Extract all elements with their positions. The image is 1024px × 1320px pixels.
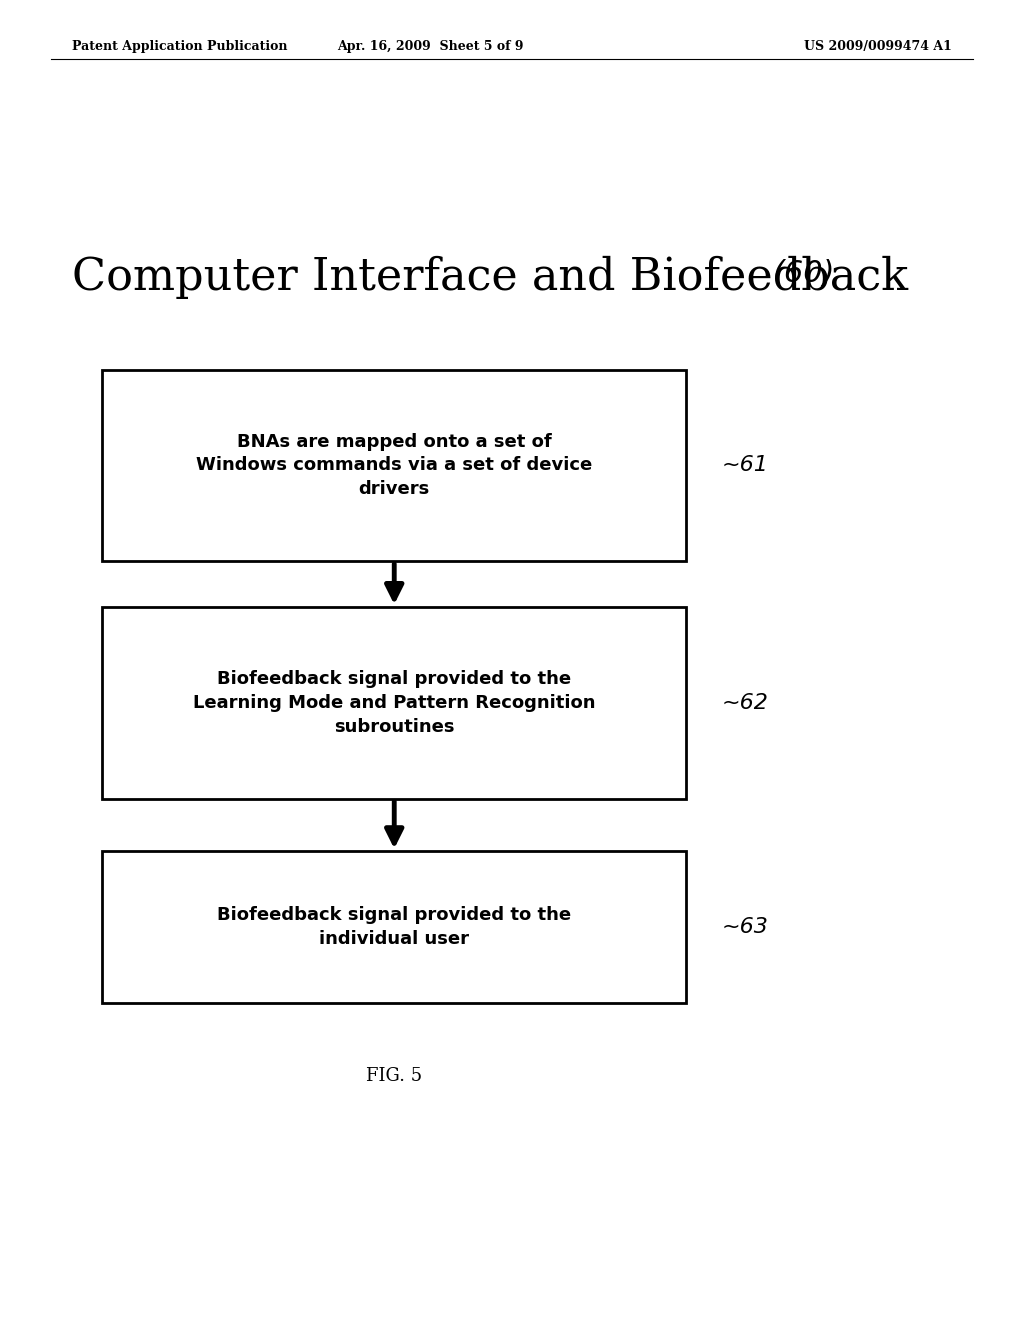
Bar xyxy=(102,851,686,1003)
Text: BNAs are mapped onto a set of
Windows commands via a set of device
drivers: BNAs are mapped onto a set of Windows co… xyxy=(197,433,592,498)
Text: Biofeedback signal provided to the
Learning Mode and Pattern Recognition
subrout: Biofeedback signal provided to the Learn… xyxy=(193,671,596,735)
Text: Biofeedback signal provided to the
individual user: Biofeedback signal provided to the indiv… xyxy=(217,907,571,948)
Text: US 2009/0099474 A1: US 2009/0099474 A1 xyxy=(805,40,952,53)
Text: (60): (60) xyxy=(773,259,836,288)
Text: ~62: ~62 xyxy=(722,693,769,713)
Bar xyxy=(102,370,686,561)
Text: Computer Interface and Biofeedback: Computer Interface and Biofeedback xyxy=(72,256,908,298)
Text: ~63: ~63 xyxy=(722,917,769,937)
Bar xyxy=(102,607,686,799)
Text: Apr. 16, 2009  Sheet 5 of 9: Apr. 16, 2009 Sheet 5 of 9 xyxy=(337,40,523,53)
Text: Patent Application Publication: Patent Application Publication xyxy=(72,40,287,53)
Text: ~61: ~61 xyxy=(722,455,769,475)
Text: FIG. 5: FIG. 5 xyxy=(367,1067,422,1085)
